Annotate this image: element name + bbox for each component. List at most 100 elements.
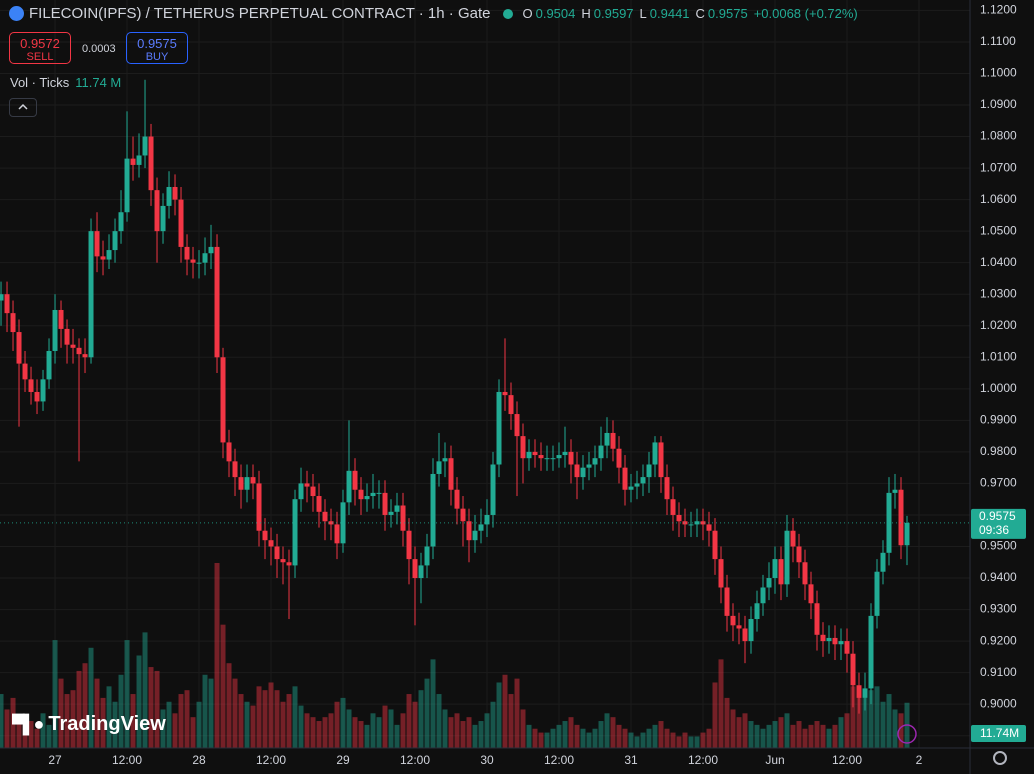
volume-bar xyxy=(208,678,214,748)
volume-bar xyxy=(82,663,88,748)
volume-bar xyxy=(34,728,40,748)
candle-body xyxy=(718,559,724,588)
volume-bar xyxy=(184,690,190,748)
volume-bar xyxy=(742,713,748,748)
candle-body xyxy=(574,464,580,478)
volume-bar xyxy=(466,717,472,748)
candle-body xyxy=(262,530,268,541)
y-tick-label: 1.1100 xyxy=(980,34,1016,48)
x-tick-label: Jun xyxy=(765,753,784,767)
candle-body xyxy=(358,489,364,500)
sell-price: 0.9572 xyxy=(20,36,60,51)
candle-body xyxy=(892,489,898,493)
candle-body xyxy=(736,625,742,629)
volume-bar xyxy=(892,709,898,748)
candle-body xyxy=(16,332,22,364)
candle-body xyxy=(172,187,178,200)
volume-bar xyxy=(724,697,730,748)
volume-label: Vol · Ticks xyxy=(10,75,70,90)
candle-body xyxy=(232,461,238,478)
volume-bar xyxy=(454,713,460,748)
volume-bar xyxy=(256,686,262,748)
candle-body xyxy=(370,492,376,497)
volume-bar xyxy=(160,709,166,748)
candle-body xyxy=(298,483,304,500)
candle-body xyxy=(346,470,352,503)
candle-body xyxy=(520,436,526,459)
status-dot xyxy=(503,8,514,19)
volume-bar xyxy=(370,713,376,748)
volume-bar xyxy=(460,721,466,748)
buy-label: BUY xyxy=(145,51,169,63)
candle-body xyxy=(694,521,700,525)
volume-bar xyxy=(412,701,418,748)
volume-bar xyxy=(244,701,250,748)
volume-bar xyxy=(670,732,676,748)
volume-bar xyxy=(100,697,106,748)
candle-body xyxy=(202,253,208,263)
candle-body xyxy=(802,562,808,585)
candle-body xyxy=(376,492,382,494)
candle-body xyxy=(190,259,196,263)
volume-bar xyxy=(604,713,610,748)
ohlc-label: O xyxy=(522,6,533,21)
buy-price: 0.9575 xyxy=(137,36,177,51)
candle-body xyxy=(430,473,436,547)
x-tick-label: 12:00 xyxy=(112,753,142,767)
candle-body xyxy=(730,615,736,626)
x-tick-label: 27 xyxy=(48,753,62,767)
candle-body xyxy=(154,190,160,232)
volume-bar xyxy=(172,713,178,748)
x-tick-label: 12:00 xyxy=(544,753,574,767)
y-tick-label: 1.0700 xyxy=(980,160,1017,174)
candle-body xyxy=(592,458,598,465)
candle-body xyxy=(424,546,430,566)
volume-bar xyxy=(400,713,406,748)
volume-bar xyxy=(154,670,160,748)
volume-bar xyxy=(340,697,346,748)
volume-bar xyxy=(382,705,388,748)
volume-bar xyxy=(280,701,286,748)
candle-body xyxy=(562,451,568,456)
volume-bar xyxy=(334,701,340,748)
y-tick-label: 0.9500 xyxy=(980,539,1017,553)
volume-bar xyxy=(484,713,490,748)
volume-bar xyxy=(640,732,646,748)
volume-bar xyxy=(856,694,862,748)
sell-button[interactable]: 0.9572 SELL xyxy=(9,32,71,64)
candle-body xyxy=(112,231,118,251)
volume-bar xyxy=(550,728,556,748)
y-tick-label: 0.9300 xyxy=(980,602,1017,616)
volume-bar xyxy=(838,717,844,748)
candle-body xyxy=(832,637,838,645)
candle-body xyxy=(604,432,610,446)
volume-bar xyxy=(346,709,352,748)
volume-bar xyxy=(46,724,52,748)
y-tick-label: 0.9800 xyxy=(980,444,1017,458)
candle-body xyxy=(766,578,772,588)
candle-body xyxy=(820,634,826,642)
settings-button[interactable] xyxy=(993,751,1007,765)
y-tick-label: 1.0500 xyxy=(980,223,1017,237)
collapse-button[interactable] xyxy=(9,98,37,117)
volume-bar xyxy=(52,640,58,748)
y-tick-label: 0.9200 xyxy=(980,633,1017,647)
candle-body xyxy=(490,464,496,515)
symbol-title[interactable]: FILECOIN(IPFS) / TETHERUS PERPETUAL CONT… xyxy=(29,5,491,22)
volume-bar xyxy=(502,674,508,748)
volume-bar xyxy=(388,709,394,748)
y-tick-label: 0.9700 xyxy=(980,476,1017,490)
candle-body xyxy=(688,524,694,526)
volume-bar xyxy=(610,717,616,748)
volume-bar xyxy=(538,732,544,748)
volume-bar xyxy=(142,632,148,748)
candle-body xyxy=(118,212,124,232)
logo: ▀▌● TradingView xyxy=(12,713,166,736)
logo-text: TradingView xyxy=(48,713,166,735)
volume-bar xyxy=(514,678,520,748)
volume-bar xyxy=(436,694,442,748)
volume-bar xyxy=(826,728,832,748)
candle-body xyxy=(136,155,142,165)
buy-button[interactable]: 0.9575 BUY xyxy=(126,32,188,64)
candle-body xyxy=(664,477,670,500)
